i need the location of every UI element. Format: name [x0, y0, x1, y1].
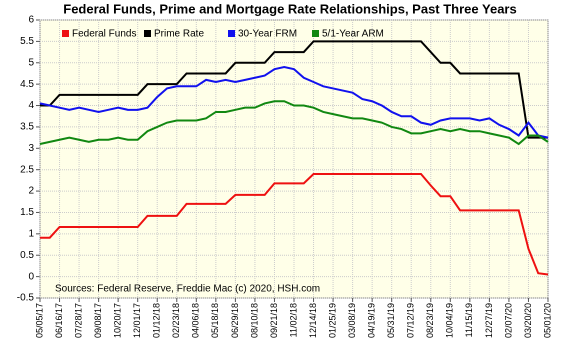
y-tick-label: 6 — [28, 15, 34, 26]
x-tick-label: 03/20/20 — [523, 303, 533, 338]
x-tick-label: 04/19/19 — [367, 303, 377, 338]
x-tick-label: 11/02/18 — [288, 303, 298, 337]
x-tick-label: 12/14/18 — [308, 303, 318, 338]
line-series — [40, 40, 548, 139]
y-tick-label: 5.5 — [20, 36, 34, 47]
line-series — [40, 172, 549, 276]
y-tick-label: 1 — [28, 228, 34, 239]
x-tick-label: 02/23/18 — [171, 303, 181, 338]
y-tick-label: 2 — [28, 186, 34, 197]
x-tick-label: 10/04/19 — [445, 303, 455, 338]
legend-label: Federal Funds — [72, 29, 136, 40]
x-tick-label: 07/12/19 — [406, 303, 416, 338]
x-tick-label: 12/01/17 — [132, 303, 142, 338]
x-tick-label: 07/28/17 — [73, 303, 83, 338]
x-tick-label: 05/01/20 — [542, 303, 552, 338]
y-tick-label: 4.5 — [20, 79, 34, 90]
x-tick-label: 09/21/18 — [269, 303, 279, 338]
x-tick-label: 11/15/19 — [464, 303, 474, 337]
source-annotation: Sources: Federal Reserve, Freddie Mac (c… — [55, 284, 320, 295]
x-tick-label: 09/08/17 — [93, 303, 103, 338]
legend-label: 30-Year FRM — [238, 29, 297, 40]
legend-swatch — [62, 30, 69, 37]
legend-swatch — [228, 30, 235, 37]
line-series — [39, 66, 549, 139]
y-tick-label: 1.5 — [20, 207, 34, 218]
x-tick-label: 08/10/18 — [249, 303, 259, 338]
y-tick-label: 0 — [28, 271, 34, 282]
x-tick-label: 06/29/18 — [230, 303, 240, 338]
legend-swatch — [312, 30, 319, 37]
line-series — [39, 100, 549, 146]
legend-label: 5/1-Year ARM — [322, 29, 384, 40]
chart-title: Federal Funds, Prime and Mortgage Rate R… — [63, 1, 516, 16]
y-tick-label: -0.5 — [17, 293, 35, 304]
x-tick-label: 01/12/18 — [152, 303, 162, 338]
x-tick-label: 03/08/19 — [347, 303, 357, 338]
x-tick-label: 02/07/20 — [503, 303, 513, 338]
y-tick-label: 0.5 — [20, 250, 34, 261]
x-tick-label: 08/23/19 — [425, 303, 435, 338]
y-tick-label: 3 — [28, 143, 34, 154]
x-tick-label: 05/18/18 — [210, 303, 220, 338]
x-tick-label: 12/27/19 — [484, 303, 494, 338]
y-tick-label: 4 — [28, 100, 34, 111]
y-tick-label: 3.5 — [20, 122, 34, 133]
y-tick-label: 5 — [28, 57, 34, 68]
x-tick-label: 05/05/17 — [34, 303, 44, 338]
legend-label: Prime Rate — [154, 29, 204, 40]
y-tick-label: 2.5 — [20, 164, 34, 175]
x-tick-label: 01/25/19 — [327, 303, 337, 338]
x-tick-label: 10/20/17 — [113, 303, 123, 338]
legend-swatch — [144, 30, 151, 37]
x-tick-label: 06/16/17 — [54, 303, 64, 338]
x-tick-label: 04/06/18 — [191, 303, 201, 338]
x-tick-label: 05/31/19 — [386, 303, 396, 338]
